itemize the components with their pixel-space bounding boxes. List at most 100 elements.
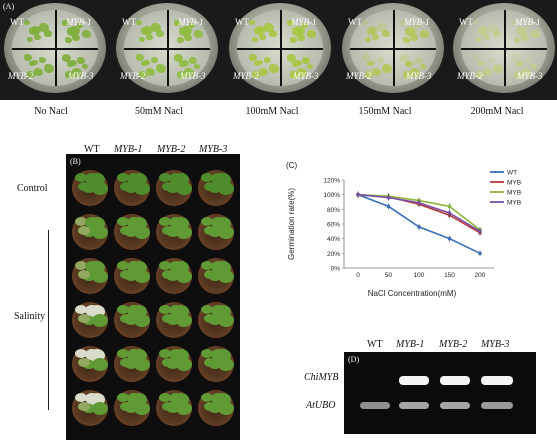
legend-label: WT [507, 170, 517, 177]
leaf [78, 314, 90, 323]
seedling [151, 23, 161, 32]
plant-pot [114, 302, 150, 338]
x-tick-label: 100 [414, 272, 425, 279]
leaf [127, 217, 141, 228]
seedling [287, 54, 296, 62]
leaf [176, 270, 192, 283]
seedling [70, 26, 80, 35]
plant-pot [198, 302, 234, 338]
gel-lane-wt: WT [367, 339, 383, 350]
plant-pot [198, 390, 234, 426]
leaf [134, 314, 150, 327]
petri-dish-2: WT MYB-1 MYB-2 MYB-3 [229, 3, 331, 93]
seedling [526, 23, 532, 28]
plant-pot [156, 214, 192, 250]
panel-b-col-myb3: MYB-3 [199, 144, 228, 155]
seedling [410, 34, 418, 41]
leaf [134, 358, 150, 371]
quadrant-label: WT [122, 17, 136, 27]
seedling [290, 71, 299, 79]
seedling [488, 23, 498, 32]
plant-pot [156, 346, 192, 382]
seedling [62, 20, 69, 26]
seedling [476, 71, 484, 78]
leaf [218, 226, 234, 239]
gel-band-chimyb-myb3 [481, 376, 513, 385]
seedling [77, 23, 83, 28]
chart-axes: 0% 20% 40% 60% 80% 100% 120% 0 50 100 150 200 [323, 178, 494, 279]
plant-pot [114, 346, 150, 382]
leaf [75, 173, 87, 182]
leaf [85, 305, 99, 316]
leaf [120, 402, 132, 411]
plant-pot [114, 258, 150, 294]
leaf [120, 182, 132, 191]
dish-agar [12, 10, 98, 86]
leaf [162, 402, 174, 411]
condition-label-150: 150mM Nacl [358, 106, 412, 117]
leaf [120, 270, 132, 279]
seedling [257, 60, 263, 65]
leaf [120, 226, 132, 235]
quadrant-label: MYB-1 [291, 17, 317, 27]
dish-agar [237, 10, 323, 86]
x-tick-label: 150 [444, 272, 455, 279]
leaf [204, 314, 216, 323]
seedling [420, 64, 426, 69]
seedling [295, 26, 305, 35]
seedling [70, 60, 77, 66]
leaf [92, 314, 108, 327]
seedling [182, 60, 189, 66]
seedling [483, 68, 492, 76]
seedling [473, 54, 481, 61]
plant-pot [72, 302, 108, 338]
seedling [403, 37, 410, 43]
plant-pot [72, 258, 108, 294]
plant-pot [198, 258, 234, 294]
seedling [156, 30, 164, 37]
seedling [259, 68, 268, 76]
seedling [65, 71, 74, 79]
seedling [252, 37, 258, 42]
seedling [483, 34, 490, 40]
seedling [290, 37, 297, 43]
leaf [201, 349, 213, 358]
leaf [85, 261, 99, 272]
seedling [511, 20, 518, 26]
panel-b-col-wt: WT [84, 144, 100, 155]
seedling [156, 64, 166, 73]
quadrant-label: MYB-2 [120, 71, 146, 81]
leaf [134, 182, 150, 195]
leaf [201, 305, 213, 314]
seedling [420, 30, 429, 38]
seedling [249, 20, 255, 25]
plant-pot [114, 170, 150, 206]
seedling [400, 20, 407, 26]
leaf [78, 226, 90, 235]
leaf [120, 358, 132, 367]
plant-pot [156, 170, 192, 206]
plant-pot [156, 390, 192, 426]
seedling [473, 20, 479, 25]
seedling [516, 27, 526, 36]
leaf [117, 305, 129, 314]
petri-dish-1: WT MYB-1 MYB-2 MYB-3 [116, 3, 218, 93]
seedling [519, 60, 526, 66]
gel-band-atubo-myb3 [481, 402, 513, 409]
leaf [211, 173, 225, 184]
leaf [134, 402, 150, 415]
seedling [365, 71, 373, 78]
seedling [269, 30, 277, 37]
quadrant-label: WT [10, 17, 24, 27]
seedling [405, 61, 412, 67]
quadrant-label: MYB-2 [8, 71, 34, 81]
data-point-myb-3 [356, 193, 360, 197]
seedling [478, 61, 484, 66]
seedling [362, 54, 370, 61]
y-tick-label: 20% [327, 251, 340, 258]
condition-label-0: No Nacl [34, 106, 68, 117]
leaf [127, 349, 141, 360]
seedling [493, 64, 503, 73]
seedling [144, 26, 153, 34]
leaf [117, 261, 129, 270]
